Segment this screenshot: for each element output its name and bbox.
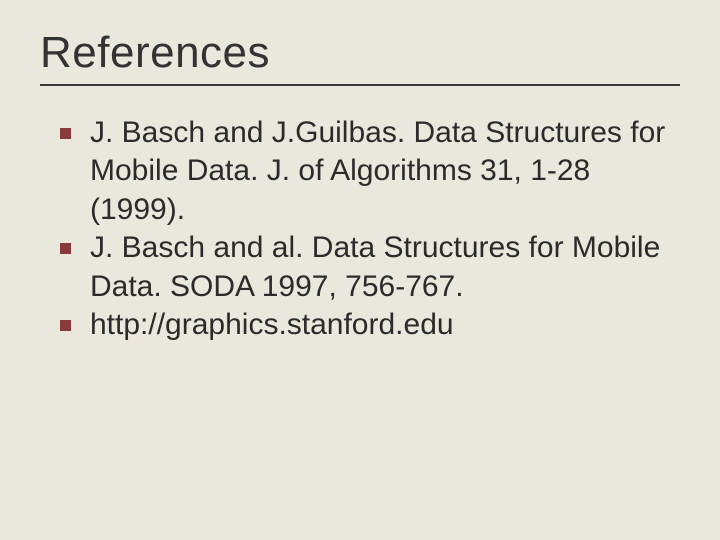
list-item: http://graphics.stanford.edu — [60, 306, 680, 344]
reference-list: J. Basch and J.Guilbas. Data Structures … — [40, 114, 680, 344]
slide-title: References — [40, 28, 680, 78]
slide: References J. Basch and J.Guilbas. Data … — [0, 0, 720, 540]
list-item: J. Basch and al. Data Structures for Mob… — [60, 229, 680, 306]
list-item: J. Basch and J.Guilbas. Data Structures … — [60, 114, 680, 229]
title-rule — [40, 84, 680, 86]
